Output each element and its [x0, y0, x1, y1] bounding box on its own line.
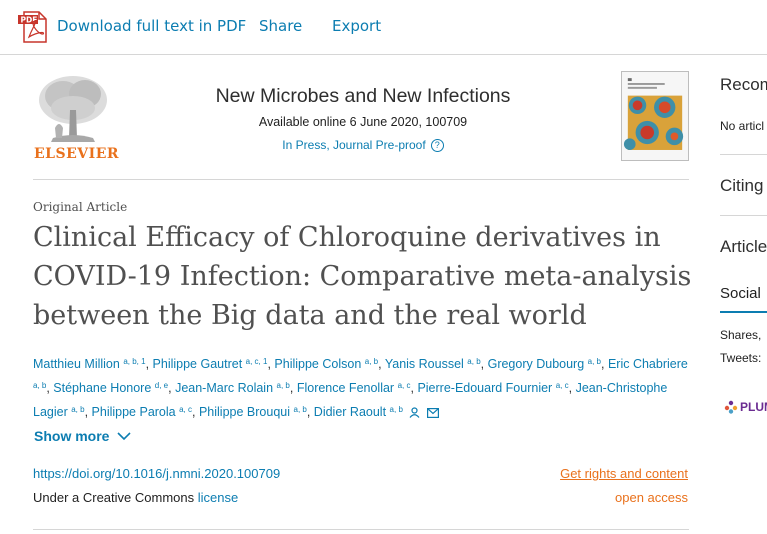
sidebar-divider: [720, 154, 767, 155]
author-link[interactable]: Stéphane Honore d, e: [53, 381, 169, 395]
right-sidebar: Recom No articl Citing Article Social Sh…: [720, 55, 767, 534]
author-link[interactable]: Pierre-Edouard Fournier a, c: [417, 381, 569, 395]
elsevier-tree-logo[interactable]: [33, 70, 113, 162]
author-link[interactable]: Jean-Marc Rolain a, b: [175, 381, 290, 395]
show-more-button[interactable]: Show more: [34, 428, 132, 444]
open-access-badge: open access: [615, 490, 688, 505]
license-line: Under a Creative Commons license: [33, 490, 239, 505]
doi-link[interactable]: https://doi.org/10.1016/j.nmni.2020.1007…: [33, 466, 281, 481]
get-rights-link[interactable]: Get rights and content: [560, 466, 688, 481]
recommended-articles-heading[interactable]: Recom: [720, 75, 767, 94]
author-link[interactable]: Matthieu Million a, b, 1: [33, 357, 146, 371]
status-label[interactable]: In Press, Journal Pre-proof: [282, 138, 426, 152]
author-link[interactable]: Yanis Roussel a, b: [384, 357, 481, 371]
journal-masthead: ELSEVIER New Microbes and New Infections…: [33, 68, 689, 180]
plumx-icon: [724, 400, 738, 414]
no-articles-text: No articl: [720, 119, 765, 133]
shares-metric: Shares,: [720, 328, 762, 342]
license-link[interactable]: license: [197, 490, 239, 505]
question-circle-icon[interactable]: ?: [430, 138, 444, 152]
show-more-label[interactable]: Show more: [34, 428, 110, 444]
availability-date: Available online 6 June 2020, 100709: [258, 115, 468, 129]
share-button[interactable]: Share: [259, 17, 303, 35]
plumx-logo[interactable]: PLUM: [724, 400, 767, 414]
author-link[interactable]: Jean-Christophe Lagier a, b: [33, 381, 668, 419]
social-media-tab[interactable]: Social: [720, 285, 761, 302]
download-pdf-link[interactable]: Download full text in PDF: [57, 17, 247, 35]
author-link[interactable]: Gregory Dubourg a, b: [487, 357, 601, 371]
section-divider: [33, 529, 689, 530]
author-link[interactable]: Eric Chabriere a, b: [33, 357, 688, 390]
person-icon[interactable]: [409, 407, 420, 418]
author-link[interactable]: Florence Fenollar a, c: [296, 381, 411, 395]
article-title: Clinical Efficacy of Chloroquine derivat…: [33, 222, 692, 331]
journal-title[interactable]: New Microbes and New Infections: [215, 85, 511, 107]
chevron-down-icon[interactable]: [117, 431, 132, 441]
author-link[interactable]: Philippe Gautret a, c, 1: [152, 357, 268, 371]
journal-cover-thumbnail[interactable]: [621, 71, 689, 161]
tweets-metric: Tweets:: [720, 351, 762, 365]
author-link[interactable]: Philippe Brouqui a, b: [198, 405, 307, 419]
article-toolbar: PDF Download full text in PDF Share Expo…: [0, 0, 767, 55]
author-link[interactable]: Didier Raoult a, b: [313, 405, 403, 419]
article-status[interactable]: In Press, Journal Pre-proof ?: [188, 138, 538, 152]
article-type: Original Article: [33, 200, 128, 214]
svg-text:PDF: PDF: [21, 16, 38, 25]
sidebar-divider: [720, 215, 767, 216]
elsevier-wordmark: ELSEVIER: [34, 146, 120, 162]
envelope-icon[interactable]: [426, 408, 439, 418]
author-list: Matthieu Million a, b, 1, Philippe Gautr…: [33, 357, 688, 419]
export-button[interactable]: Export: [332, 17, 382, 35]
pdf-icon[interactable]: PDF: [18, 11, 48, 43]
active-tab-indicator: [720, 311, 767, 313]
author-link[interactable]: Philippe Colson a, b: [274, 357, 379, 371]
citing-articles-heading[interactable]: Citing: [720, 176, 764, 195]
author-link[interactable]: Philippe Parola a, c: [91, 405, 193, 419]
article-metrics-heading: Article: [720, 237, 767, 256]
